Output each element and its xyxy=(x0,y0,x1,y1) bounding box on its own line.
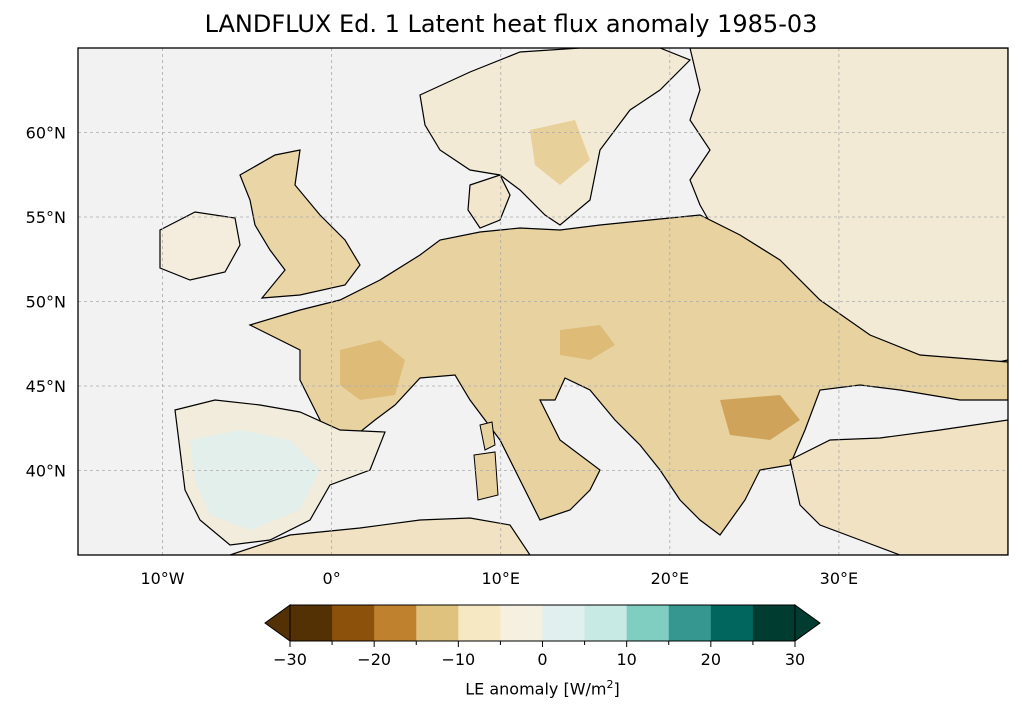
colorbar-tick-label: −10 xyxy=(441,650,475,669)
lon-tick-label: 30°E xyxy=(820,569,858,588)
colorbar-tick-label: 30 xyxy=(785,650,805,669)
lon-tick-label: 20°E xyxy=(651,569,689,588)
land-sardinia xyxy=(473,451,499,501)
colorbar-segment xyxy=(374,605,417,641)
anomaly-sweden xyxy=(530,120,590,185)
anomaly-alps xyxy=(560,325,615,360)
colorbar-segment xyxy=(458,605,501,641)
colorbar-segment xyxy=(752,605,796,641)
colorbar-tick-label: −20 xyxy=(357,650,391,669)
colorbar-segment xyxy=(626,605,670,641)
lat-tick-label: 55°N xyxy=(26,208,66,227)
land-denmark xyxy=(467,174,511,229)
map-frame xyxy=(77,47,1009,556)
map-title: LANDFLUX Ed. 1 Latent heat flux anomaly … xyxy=(204,10,818,38)
colorbar-segment xyxy=(500,605,543,641)
map-land xyxy=(159,48,1008,555)
map-gridlines xyxy=(78,48,1008,555)
lat-tick-label: 45°N xyxy=(26,377,66,396)
colorbar-tick-label: −30 xyxy=(273,650,307,669)
anomaly-france xyxy=(340,340,405,400)
lon-tick-label: 10°W xyxy=(140,569,184,588)
colorbar-extend-low xyxy=(264,604,291,642)
colorbar-extend-high xyxy=(794,604,821,642)
colorbar-segment xyxy=(542,605,586,641)
lat-tick-labels: 60°N 55°N 50°N 45°N 40°N xyxy=(26,124,66,481)
colorbar-tick-label: 0 xyxy=(537,650,547,669)
lon-tick-label: 0° xyxy=(323,569,341,588)
colorbar: −30 −20 −10 0 10 20 30 xyxy=(264,604,821,669)
land-great-britain xyxy=(239,149,361,299)
colorbar-segment xyxy=(290,605,333,641)
colorbar-segment xyxy=(416,605,459,641)
lon-tick-label: 10°E xyxy=(481,569,519,588)
colorbar-tick-label: 20 xyxy=(701,650,721,669)
land-north-africa xyxy=(229,517,531,555)
colorbar-label: LE anomaly [W/m2] xyxy=(465,678,620,699)
land-continental-europe xyxy=(248,214,1008,536)
colorbar-segment xyxy=(332,605,375,641)
lat-tick-label: 60°N xyxy=(26,124,66,143)
land-anatolia xyxy=(789,419,1008,555)
land-corsica xyxy=(479,421,496,451)
lon-tick-labels: 10°W 0° 10°E 20°E 30°E xyxy=(140,569,858,588)
colorbar-tick-label: 10 xyxy=(616,650,636,669)
lat-tick-label: 40°N xyxy=(26,462,66,481)
colorbar-segment xyxy=(668,605,712,641)
land-iberia-anomaly xyxy=(190,430,320,530)
colorbar-segment xyxy=(710,605,754,641)
anomaly-balkans xyxy=(720,395,800,440)
colorbar-segment xyxy=(584,605,628,641)
lat-tick-label: 50°N xyxy=(26,293,66,312)
land-ireland xyxy=(159,211,241,281)
